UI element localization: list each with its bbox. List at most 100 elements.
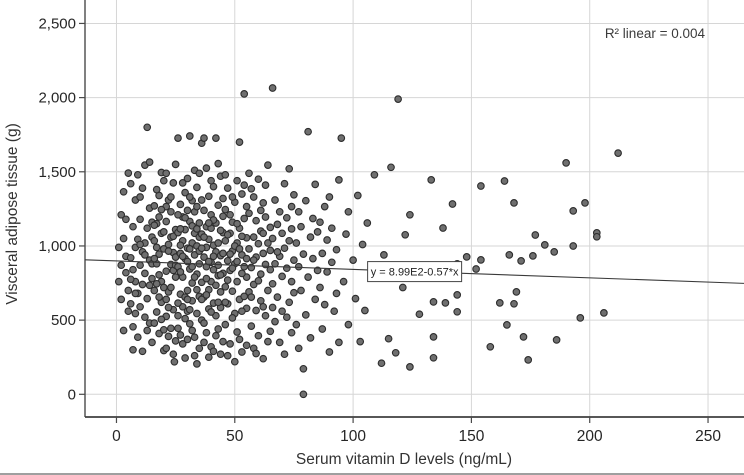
data-point: [238, 269, 246, 278]
data-point: [159, 283, 168, 292]
data-point: [268, 279, 277, 288]
data-point: [233, 219, 241, 228]
x-tick-label: 100: [340, 428, 366, 445]
data-point: [448, 200, 457, 208]
data-point: [223, 276, 232, 284]
data-point: [183, 295, 192, 304]
y-axis-title: Visceral adipose tissue (g): [4, 123, 21, 305]
data-point: [143, 224, 152, 233]
data-point: [150, 286, 159, 295]
data-point: [581, 199, 589, 207]
data-point: [377, 359, 386, 368]
data-point: [240, 90, 249, 98]
data-point: [323, 236, 331, 244]
data-point: [242, 202, 251, 211]
data-point: [351, 294, 360, 303]
data-point: [245, 245, 253, 253]
data-point: [287, 277, 296, 286]
data-point: [304, 127, 312, 136]
data-point: [190, 351, 199, 360]
data-point: [592, 232, 601, 241]
data-point: [268, 303, 277, 312]
data-point: [131, 309, 140, 318]
data-point: [197, 196, 206, 204]
data-point: [282, 264, 291, 273]
data-point: [183, 286, 192, 295]
data-point: [259, 199, 268, 207]
data-point: [401, 230, 410, 239]
data-point: [264, 286, 272, 295]
data-point: [569, 242, 578, 250]
data-point: [294, 344, 303, 353]
data-point: [214, 159, 223, 168]
data-point: [145, 158, 154, 166]
data-point: [510, 299, 518, 308]
data-point: [152, 308, 161, 316]
gridlines: [85, 0, 744, 417]
data-point: [477, 256, 485, 264]
data-point: [150, 254, 159, 263]
data-point: [517, 257, 525, 265]
data-point: [235, 138, 244, 146]
data-point: [214, 201, 223, 210]
data-point: [320, 300, 329, 309]
data-point: [306, 233, 315, 241]
data-point: [221, 320, 230, 329]
data-point: [126, 179, 135, 188]
data-point: [472, 265, 480, 273]
data-point: [500, 177, 509, 185]
data-point: [200, 233, 208, 241]
data-point: [264, 239, 272, 247]
data-point: [280, 350, 289, 359]
data-point: [323, 268, 331, 276]
data-point: [398, 283, 407, 292]
data-point: [299, 250, 308, 258]
data-point: [167, 193, 175, 201]
regression-equation-label: y = 8.99E2-0.57*x: [367, 261, 463, 283]
data-point: [133, 170, 142, 179]
data-point: [209, 265, 218, 274]
data-point: [174, 324, 182, 333]
data-point: [429, 353, 438, 362]
data-point: [193, 202, 201, 211]
data-point: [124, 307, 133, 316]
data-point: [202, 164, 211, 172]
data-point: [327, 258, 336, 267]
data-point: [150, 319, 159, 327]
data-point: [169, 179, 178, 187]
data-point: [261, 181, 270, 189]
data-point: [268, 234, 277, 243]
data-point: [162, 295, 171, 304]
data-point: [240, 292, 249, 301]
data-point: [254, 276, 263, 285]
data-point: [380, 251, 388, 259]
data-point: [429, 298, 438, 306]
data-point: [207, 176, 215, 185]
data-point: [141, 251, 149, 259]
data-point: [126, 275, 135, 284]
data-point: [216, 288, 225, 296]
data-point: [159, 176, 168, 185]
data-point: [197, 244, 206, 253]
data-point: [181, 188, 189, 197]
data-point: [202, 274, 211, 283]
data-point: [335, 338, 343, 347]
data-point: [221, 298, 230, 307]
data-point: [136, 261, 144, 270]
data-point: [280, 244, 289, 253]
data-point: [197, 295, 206, 304]
data-point: [292, 239, 301, 247]
data-point: [275, 207, 284, 216]
data-point: [370, 170, 379, 179]
equation-text: y = 8.99E2-0.57*x: [371, 267, 459, 279]
data-point: [313, 228, 322, 236]
data-point: [174, 299, 182, 307]
data-point: [285, 164, 294, 173]
tick-marks: [79, 22, 709, 423]
data-point: [138, 347, 147, 356]
data-point: [261, 311, 270, 320]
data-point: [477, 182, 485, 190]
data-point: [245, 209, 253, 218]
data-point: [309, 254, 317, 263]
